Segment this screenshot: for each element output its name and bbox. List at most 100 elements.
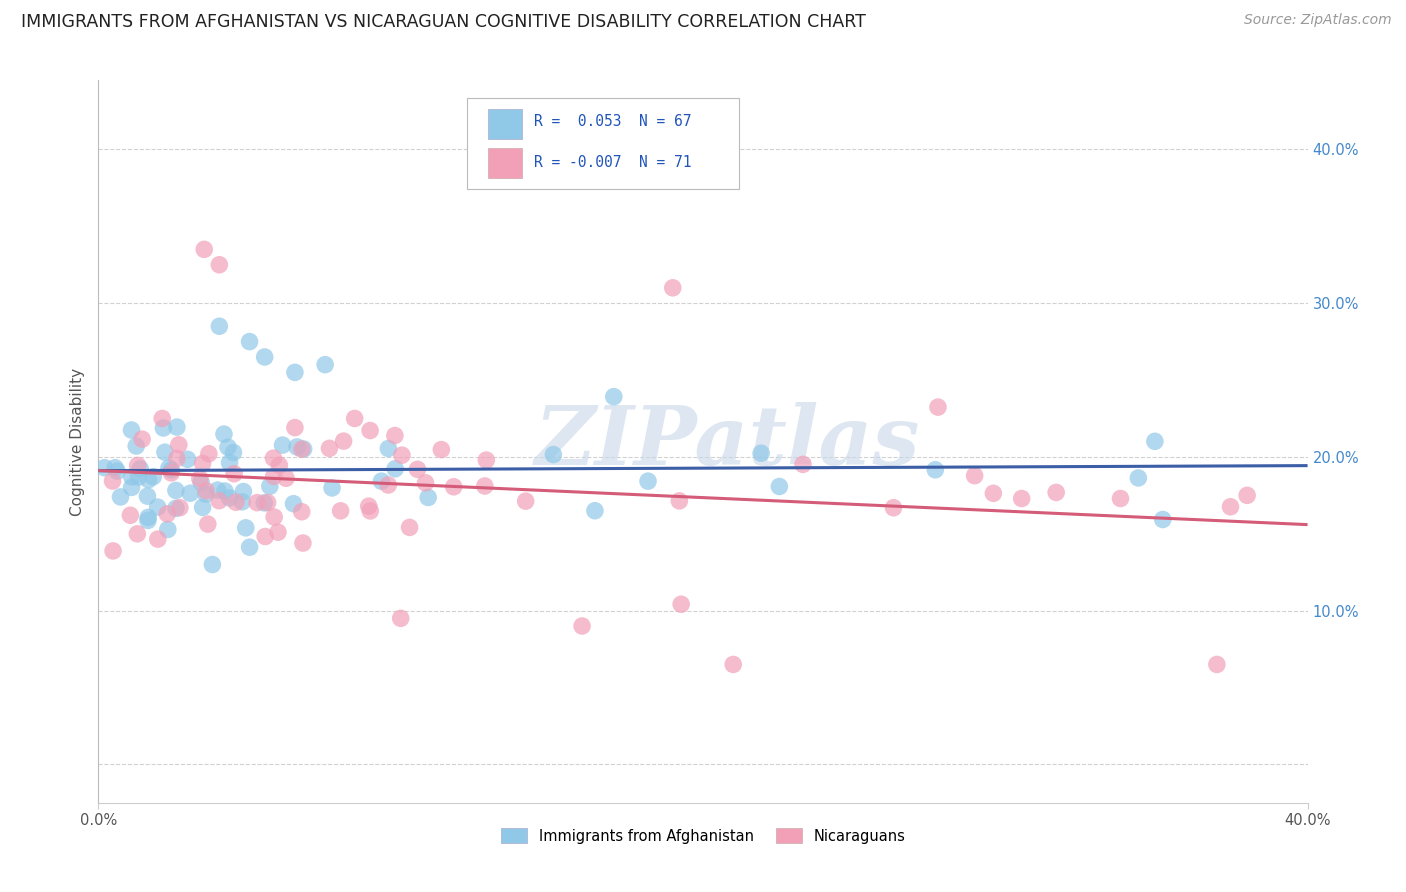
Point — [668, 494, 690, 508]
Point — [208, 258, 231, 272]
Point — [225, 495, 247, 509]
Point — [190, 475, 212, 490]
Point — [125, 439, 148, 453]
Point — [136, 513, 159, 527]
Point — [157, 461, 180, 475]
Point — [110, 490, 132, 504]
Point — [291, 536, 314, 550]
Point — [254, 529, 277, 543]
Point — [208, 319, 231, 334]
Point — [669, 597, 692, 611]
Text: IMMIGRANTS FROM AFGHANISTAN VS NICARAGUAN COGNITIVE DISABILITY CORRELATION CHART: IMMIGRANTS FROM AFGHANISTAN VS NICARAGUA… — [21, 13, 866, 31]
Point — [343, 411, 366, 425]
Text: R = -0.007  N = 71: R = -0.007 N = 71 — [534, 155, 692, 170]
Point — [224, 467, 246, 481]
Point — [1236, 488, 1258, 502]
Point — [1206, 657, 1229, 672]
FancyBboxPatch shape — [467, 98, 740, 189]
Point — [267, 525, 290, 540]
Point — [1219, 500, 1241, 514]
Text: R =  0.053  N = 67: R = 0.053 N = 67 — [534, 114, 692, 129]
Point — [1152, 512, 1174, 526]
Point — [749, 446, 772, 460]
Point — [285, 440, 308, 454]
Point — [723, 657, 745, 672]
Point — [142, 469, 165, 483]
Point — [169, 500, 191, 515]
Point — [1143, 434, 1166, 449]
Point — [166, 420, 188, 434]
Point — [321, 481, 343, 495]
Point — [104, 460, 127, 475]
Point — [292, 442, 315, 456]
Point — [218, 491, 240, 505]
Point — [357, 499, 380, 513]
Point — [127, 470, 149, 484]
Point — [314, 358, 336, 372]
Point — [150, 411, 173, 425]
Legend: Immigrants from Afghanistan, Nicaraguans: Immigrants from Afghanistan, Nicaraguans — [495, 822, 911, 850]
Point — [406, 462, 429, 476]
Point — [283, 497, 305, 511]
Point — [231, 495, 253, 509]
Point — [983, 486, 1005, 500]
Point — [377, 478, 399, 492]
Point — [389, 611, 412, 625]
Point — [246, 495, 269, 509]
Point — [263, 451, 285, 466]
Text: Source: ZipAtlas.com: Source: ZipAtlas.com — [1244, 13, 1392, 28]
Point — [138, 473, 160, 487]
Point — [198, 447, 221, 461]
Point — [136, 510, 159, 524]
Point — [121, 470, 143, 484]
Point — [263, 469, 285, 483]
Point — [127, 526, 149, 541]
Point — [176, 452, 198, 467]
FancyBboxPatch shape — [488, 148, 522, 178]
Point — [768, 479, 790, 493]
Point — [235, 521, 257, 535]
Point — [153, 445, 176, 459]
Point — [1109, 491, 1132, 506]
Point — [398, 520, 420, 534]
Point — [166, 451, 188, 466]
Point — [274, 471, 297, 485]
FancyBboxPatch shape — [488, 109, 522, 139]
Point — [218, 456, 240, 470]
Point — [160, 463, 183, 477]
Point — [193, 243, 215, 257]
Point — [131, 432, 153, 446]
Point — [924, 463, 946, 477]
Point — [583, 504, 606, 518]
Point — [291, 442, 314, 457]
Point — [543, 448, 565, 462]
Point — [121, 480, 143, 494]
Point — [232, 484, 254, 499]
Point — [359, 504, 381, 518]
Point — [637, 474, 659, 488]
Point — [1045, 485, 1067, 500]
Point — [370, 474, 392, 488]
Point — [1011, 491, 1033, 506]
Point — [443, 480, 465, 494]
Point — [101, 474, 124, 488]
Point — [571, 619, 593, 633]
Point — [101, 544, 124, 558]
Point — [603, 390, 626, 404]
Point — [179, 486, 201, 500]
Point — [792, 458, 814, 472]
Point — [129, 462, 152, 476]
Point — [882, 500, 904, 515]
Point — [418, 491, 440, 505]
Point — [253, 496, 276, 510]
Point — [207, 483, 229, 497]
Point — [284, 365, 307, 379]
Point — [384, 428, 406, 442]
Point — [195, 483, 218, 498]
Point — [515, 494, 537, 508]
Point — [661, 281, 683, 295]
Point — [191, 500, 214, 515]
Point — [146, 500, 169, 515]
Point — [259, 479, 281, 493]
Point — [197, 517, 219, 532]
